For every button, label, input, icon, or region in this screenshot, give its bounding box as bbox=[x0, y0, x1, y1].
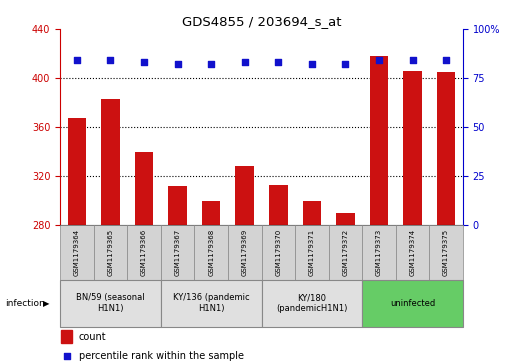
Point bbox=[308, 61, 316, 67]
FancyBboxPatch shape bbox=[60, 225, 94, 280]
Bar bbox=[202, 200, 220, 225]
Text: KY/136 (pandemic
H1N1): KY/136 (pandemic H1N1) bbox=[173, 293, 249, 313]
Bar bbox=[61, 330, 72, 343]
FancyBboxPatch shape bbox=[362, 225, 396, 280]
Text: GSM1179364: GSM1179364 bbox=[74, 229, 80, 276]
Text: GSM1179375: GSM1179375 bbox=[443, 229, 449, 276]
Text: percentile rank within the sample: percentile rank within the sample bbox=[79, 351, 244, 361]
Point bbox=[207, 61, 215, 67]
FancyBboxPatch shape bbox=[195, 225, 228, 280]
FancyBboxPatch shape bbox=[127, 225, 161, 280]
FancyBboxPatch shape bbox=[262, 280, 362, 327]
Text: ▶: ▶ bbox=[43, 299, 50, 307]
Point bbox=[442, 57, 450, 63]
Bar bbox=[437, 72, 456, 225]
Bar bbox=[168, 186, 187, 225]
Bar bbox=[67, 118, 86, 225]
Point bbox=[274, 60, 282, 65]
FancyBboxPatch shape bbox=[396, 225, 429, 280]
FancyBboxPatch shape bbox=[161, 225, 195, 280]
FancyBboxPatch shape bbox=[161, 280, 262, 327]
Point bbox=[241, 60, 249, 65]
Point bbox=[375, 57, 383, 63]
Text: infection: infection bbox=[5, 299, 45, 307]
FancyBboxPatch shape bbox=[262, 225, 295, 280]
Bar bbox=[403, 71, 422, 225]
Bar bbox=[135, 152, 153, 225]
Title: GDS4855 / 203694_s_at: GDS4855 / 203694_s_at bbox=[182, 15, 341, 28]
FancyBboxPatch shape bbox=[295, 225, 328, 280]
Bar bbox=[370, 56, 388, 225]
Point bbox=[63, 353, 71, 359]
Bar bbox=[235, 166, 254, 225]
Point bbox=[408, 57, 417, 63]
Text: GSM1179367: GSM1179367 bbox=[175, 229, 180, 276]
Text: GSM1179370: GSM1179370 bbox=[275, 229, 281, 276]
Text: BN/59 (seasonal
H1N1): BN/59 (seasonal H1N1) bbox=[76, 293, 145, 313]
Text: GSM1179365: GSM1179365 bbox=[108, 229, 113, 276]
Text: count: count bbox=[79, 332, 107, 342]
Point bbox=[106, 57, 115, 63]
Text: GSM1179366: GSM1179366 bbox=[141, 229, 147, 276]
Bar bbox=[269, 185, 288, 225]
Text: uninfected: uninfected bbox=[390, 299, 435, 307]
Bar bbox=[101, 99, 120, 225]
Point bbox=[140, 60, 148, 65]
FancyBboxPatch shape bbox=[94, 225, 127, 280]
FancyBboxPatch shape bbox=[328, 225, 362, 280]
Bar bbox=[336, 213, 355, 225]
Text: GSM1179369: GSM1179369 bbox=[242, 229, 248, 276]
Bar bbox=[303, 200, 321, 225]
Text: GSM1179371: GSM1179371 bbox=[309, 229, 315, 276]
Text: GSM1179373: GSM1179373 bbox=[376, 229, 382, 276]
Text: KY/180
(pandemicH1N1): KY/180 (pandemicH1N1) bbox=[276, 293, 347, 313]
Text: GSM1179374: GSM1179374 bbox=[410, 229, 415, 276]
Text: GSM1179372: GSM1179372 bbox=[343, 229, 348, 276]
Point bbox=[174, 61, 182, 67]
Point bbox=[341, 61, 349, 67]
FancyBboxPatch shape bbox=[429, 225, 463, 280]
FancyBboxPatch shape bbox=[228, 225, 262, 280]
Text: GSM1179368: GSM1179368 bbox=[208, 229, 214, 276]
FancyBboxPatch shape bbox=[362, 280, 463, 327]
FancyBboxPatch shape bbox=[60, 280, 161, 327]
Point bbox=[73, 57, 81, 63]
